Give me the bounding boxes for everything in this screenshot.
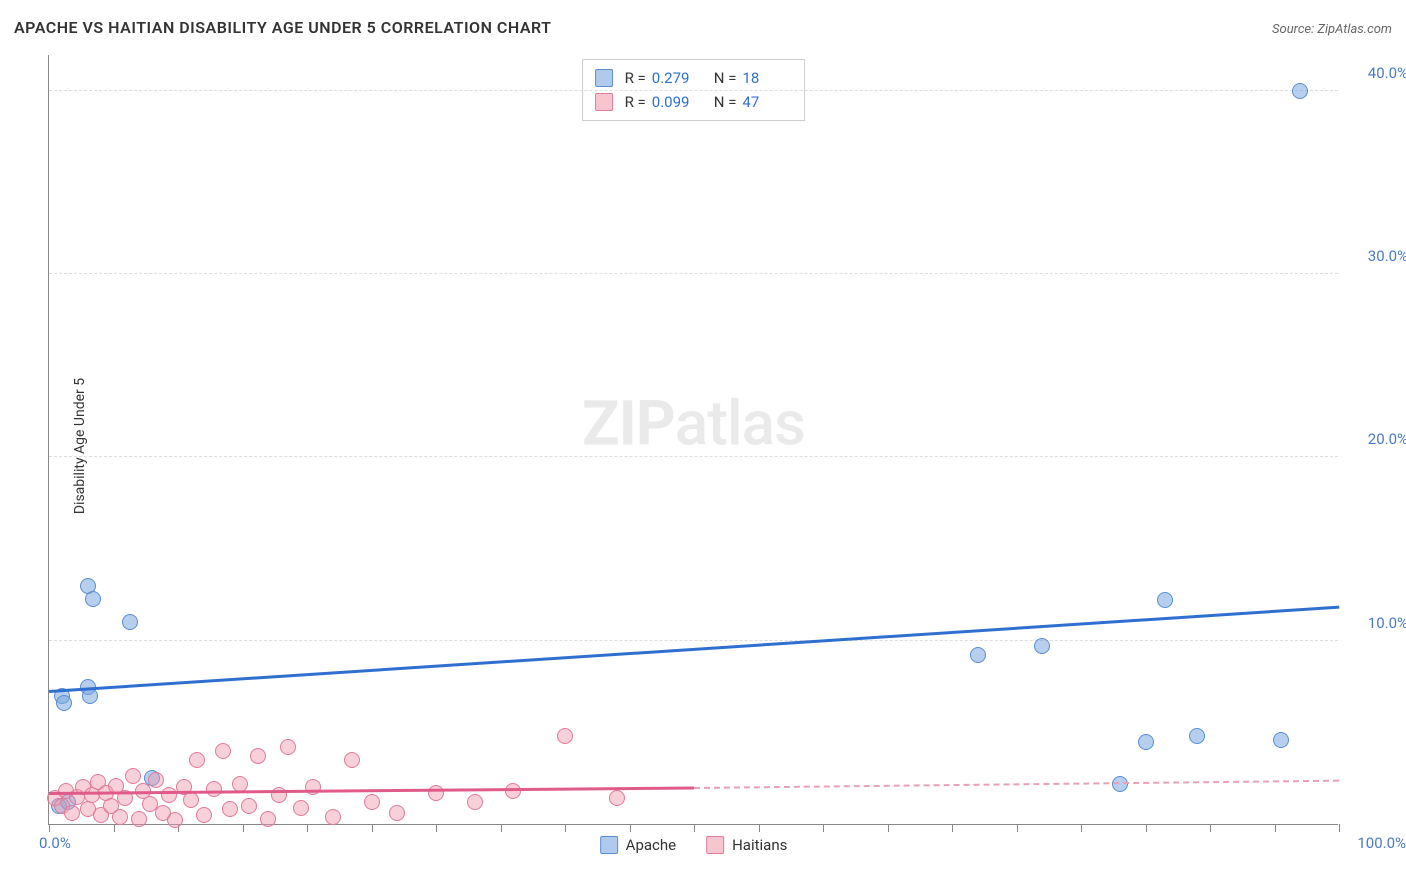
- data-point-pink: [112, 809, 128, 825]
- data-point-blue: [970, 647, 986, 663]
- data-point-pink: [241, 798, 257, 814]
- data-point-pink: [305, 779, 321, 795]
- y-tick-label: 40.0%: [1348, 64, 1406, 82]
- data-point-pink: [161, 787, 177, 803]
- data-point-blue: [85, 591, 101, 607]
- data-point-blue: [1138, 734, 1154, 750]
- data-point-blue: [122, 614, 138, 630]
- data-point-pink: [260, 811, 276, 827]
- data-point-pink: [344, 752, 360, 768]
- data-point-pink: [325, 809, 341, 825]
- x-tick: [436, 824, 437, 832]
- watermark-rest: atlas: [675, 388, 805, 461]
- data-point-blue: [56, 695, 72, 711]
- stat-n-haitians: 47: [742, 90, 792, 114]
- trend-line: [49, 605, 1339, 692]
- x-tick: [1146, 824, 1147, 832]
- stat-n-label: N =: [714, 90, 737, 114]
- title-bar: APACHE VS HAITIAN DISABILITY AGE UNDER 5…: [14, 18, 1392, 37]
- legend-series: Apache Haitians: [600, 836, 788, 854]
- chart-title: APACHE VS HAITIAN DISABILITY AGE UNDER 5…: [14, 18, 552, 37]
- gridline-h: [49, 273, 1338, 274]
- x-tick: [565, 824, 566, 832]
- stat-r-label: R =: [625, 90, 646, 114]
- x-tick: [501, 824, 502, 832]
- data-point-pink: [280, 739, 296, 755]
- stat-n-label: N =: [714, 66, 737, 90]
- source-label: Source: ZipAtlas.com: [1272, 22, 1392, 37]
- x-tick: [952, 824, 953, 832]
- x-tick: [759, 824, 760, 832]
- y-tick-label: 10.0%: [1348, 614, 1406, 632]
- legend-label-haitians: Haitians: [732, 836, 787, 854]
- data-point-pink: [232, 776, 248, 792]
- data-point-pink: [222, 801, 238, 817]
- watermark: ZIPatlas: [582, 388, 805, 461]
- data-point-blue: [1292, 83, 1308, 99]
- data-point-blue: [1189, 728, 1205, 744]
- data-point-blue: [1034, 638, 1050, 654]
- data-point-pink: [293, 800, 309, 816]
- swatch-pink-icon: [706, 836, 724, 854]
- data-point-pink: [505, 783, 521, 799]
- x-tick: [630, 824, 631, 832]
- data-point-blue: [1157, 592, 1173, 608]
- legend-label-apache: Apache: [626, 836, 676, 854]
- x-tick: [307, 824, 308, 832]
- x-tick: [823, 824, 824, 832]
- data-point-pink: [250, 748, 266, 764]
- x-tick: [1275, 824, 1276, 832]
- legend-item-haitians: Haitians: [706, 836, 787, 854]
- x-tick: [888, 824, 889, 832]
- x-tick: [1017, 824, 1018, 832]
- stat-r-haitians: 0.099: [652, 90, 702, 114]
- gridline-h: [49, 456, 1338, 457]
- data-point-pink: [167, 812, 183, 828]
- data-point-pink: [196, 807, 212, 823]
- data-point-pink: [125, 768, 141, 784]
- data-point-pink: [557, 728, 573, 744]
- stat-r-apache: 0.279: [652, 66, 702, 90]
- data-point-pink: [206, 781, 222, 797]
- x-tick: [372, 824, 373, 832]
- y-tick-label: 20.0%: [1348, 430, 1406, 448]
- gridline-h: [49, 90, 1338, 91]
- data-point-pink: [364, 794, 380, 810]
- plot-area: ZIPatlas R = 0.279 N = 18 R = 0.099 N = …: [48, 55, 1338, 825]
- data-point-pink: [215, 743, 231, 759]
- data-point-pink: [183, 792, 199, 808]
- x-tick: [243, 824, 244, 832]
- x-tick: [694, 824, 695, 832]
- stat-r-label: R =: [625, 66, 646, 90]
- legend-item-apache: Apache: [600, 836, 676, 854]
- y-tick-label: 30.0%: [1348, 247, 1406, 265]
- legend-stats-row-haitians: R = 0.099 N = 47: [595, 90, 793, 114]
- data-point-pink: [148, 772, 164, 788]
- legend-stats-row-apache: R = 0.279 N = 18: [595, 66, 793, 90]
- x-axis-max-label: 100.0%: [1357, 834, 1406, 852]
- data-point-pink: [467, 794, 483, 810]
- data-point-pink: [131, 811, 147, 827]
- gridline-h: [49, 640, 1338, 641]
- swatch-blue-icon: [595, 69, 613, 87]
- data-point-pink: [609, 790, 625, 806]
- x-tick: [1210, 824, 1211, 832]
- x-tick: [1081, 824, 1082, 832]
- stat-n-apache: 18: [742, 66, 792, 90]
- x-tick: [114, 824, 115, 832]
- data-point-pink: [64, 805, 80, 821]
- data-point-pink: [389, 805, 405, 821]
- data-point-pink: [428, 785, 444, 801]
- x-axis-min-label: 0.0%: [39, 834, 71, 852]
- x-tick: [49, 824, 50, 832]
- swatch-pink-icon: [595, 93, 613, 111]
- trend-line: [694, 780, 1339, 789]
- data-point-pink: [189, 752, 205, 768]
- data-point-blue: [1273, 732, 1289, 748]
- x-tick: [1339, 824, 1340, 832]
- watermark-bold: ZIP: [582, 388, 675, 461]
- swatch-blue-icon: [600, 836, 618, 854]
